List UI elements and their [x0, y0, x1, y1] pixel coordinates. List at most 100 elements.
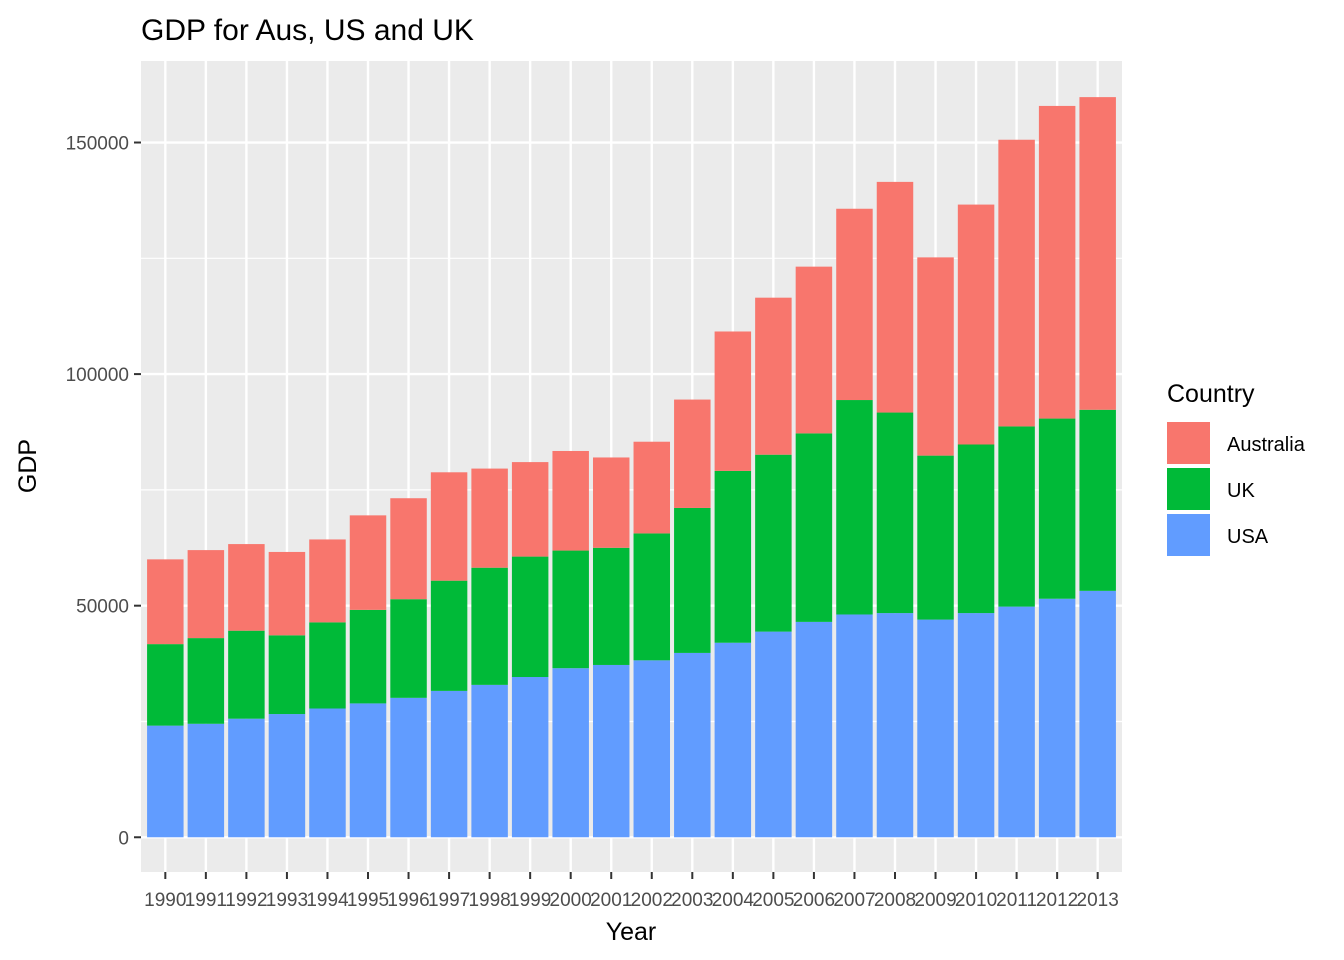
bar-usa-2005 — [755, 631, 792, 838]
x-tick-label: 2013 — [1077, 890, 1119, 911]
x-tick-label: 1999 — [509, 890, 551, 911]
bar-usa-2007 — [836, 614, 873, 838]
x-tick-label: 1995 — [347, 890, 389, 911]
legend-label-usa: USA — [1227, 526, 1269, 548]
bar-uk-2005 — [755, 454, 792, 632]
x-tick-label: 1993 — [266, 890, 308, 911]
bar-australia-2006 — [795, 266, 833, 434]
bar-uk-2004 — [714, 470, 752, 643]
bar-australia-1991 — [187, 550, 225, 639]
bar-australia-1993 — [268, 551, 306, 636]
legend-key-australia — [1167, 422, 1210, 464]
legend: Country Australia UK USA — [1167, 380, 1306, 556]
bar-usa-2004 — [714, 642, 752, 838]
bar-uk-2013 — [1079, 409, 1116, 591]
bar-usa-2001 — [592, 664, 630, 838]
bar-uk-2009 — [917, 455, 954, 620]
bar-usa-1993 — [268, 714, 306, 838]
bar-uk-1997 — [430, 580, 468, 691]
x-axis: 1990199119921993199419951996199719981999… — [144, 872, 1119, 911]
bar-uk-2001 — [592, 547, 630, 665]
y-tick-label: 0 — [118, 828, 129, 849]
bar-australia-1998 — [471, 468, 508, 568]
x-tick-label: 2003 — [671, 890, 713, 911]
bar-usa-2003 — [674, 652, 711, 838]
bar-usa-1990 — [147, 725, 184, 838]
bar-uk-1991 — [187, 638, 225, 724]
bar-uk-2003 — [674, 507, 711, 653]
bar-uk-1990 — [147, 644, 184, 726]
bar-uk-1993 — [268, 635, 306, 715]
bar-australia-2001 — [592, 457, 630, 548]
legend-title: Country — [1167, 380, 1255, 408]
bar-australia-1995 — [349, 515, 387, 610]
bar-usa-1998 — [471, 684, 508, 838]
bar-usa-2013 — [1079, 590, 1116, 838]
x-tick-label: 1998 — [468, 890, 510, 911]
x-tick-label: 1992 — [225, 890, 267, 911]
bar-usa-1999 — [511, 677, 549, 838]
bar-usa-2010 — [957, 613, 995, 838]
bar-usa-2011 — [998, 606, 1035, 838]
y-axis: 0 50000 100000 150000 — [66, 134, 141, 849]
bar-usa-2008 — [876, 613, 914, 838]
bar-uk-2002 — [633, 533, 671, 661]
bar-usa-1995 — [349, 703, 387, 838]
bar-uk-2007 — [836, 400, 873, 615]
y-axis-title: GDP — [14, 439, 42, 493]
x-tick-label: 2008 — [874, 890, 916, 911]
bar-australia-2010 — [957, 204, 995, 445]
bar-usa-2000 — [552, 668, 589, 838]
bar-usa-1992 — [228, 718, 265, 838]
bar-australia-1994 — [309, 539, 346, 623]
bar-usa-2009 — [917, 619, 954, 838]
bar-australia-2002 — [633, 441, 671, 534]
bar-uk-1994 — [309, 622, 346, 709]
bar-australia-1996 — [390, 498, 427, 600]
x-tick-label: 1997 — [428, 890, 470, 911]
legend-label-australia: Australia — [1227, 434, 1306, 456]
bar-uk-1996 — [390, 599, 427, 698]
bar-australia-2003 — [674, 399, 711, 508]
x-tick-label: 2004 — [712, 890, 755, 911]
bars — [147, 97, 1116, 838]
x-tick-label: 2009 — [914, 890, 956, 911]
bar-australia-2000 — [552, 450, 589, 551]
bar-australia-1990 — [147, 559, 184, 645]
x-tick-label: 2002 — [631, 890, 673, 911]
bar-australia-2004 — [714, 331, 752, 471]
bar-uk-1992 — [228, 630, 265, 719]
bar-australia-1997 — [430, 472, 468, 581]
bar-uk-1995 — [349, 609, 387, 704]
x-tick-label: 2000 — [550, 890, 592, 911]
bar-uk-1999 — [511, 556, 549, 678]
x-tick-label: 2006 — [793, 890, 835, 911]
legend-key-usa — [1167, 514, 1210, 556]
x-tick-label: 2010 — [955, 890, 997, 911]
bar-australia-2009 — [917, 257, 954, 456]
legend-label-uk: UK — [1227, 480, 1255, 502]
x-axis-title: Year — [606, 918, 657, 946]
x-tick-label: 1996 — [387, 890, 429, 911]
bar-australia-2013 — [1079, 97, 1116, 410]
bar-usa-2012 — [1038, 598, 1076, 838]
bar-australia-2005 — [755, 297, 792, 455]
bar-australia-1999 — [511, 462, 549, 557]
bar-uk-2000 — [552, 550, 589, 669]
legend-key-uk — [1167, 468, 1210, 510]
bar-australia-2008 — [876, 181, 914, 413]
x-tick-label: 2001 — [590, 890, 632, 911]
bar-uk-2008 — [876, 412, 914, 614]
y-tick-label: 50000 — [76, 597, 129, 618]
x-tick-label: 2007 — [833, 890, 875, 911]
bar-australia-2011 — [998, 139, 1035, 427]
bar-uk-1998 — [471, 567, 508, 685]
bar-uk-2011 — [998, 426, 1035, 607]
chart-title: GDP for Aus, US and UK — [141, 14, 474, 47]
x-tick-label: 2012 — [1036, 890, 1078, 911]
x-tick-label: 1990 — [144, 890, 186, 911]
y-tick-label: 150000 — [66, 134, 129, 155]
bar-uk-2012 — [1038, 418, 1076, 599]
bar-australia-1992 — [228, 544, 265, 631]
